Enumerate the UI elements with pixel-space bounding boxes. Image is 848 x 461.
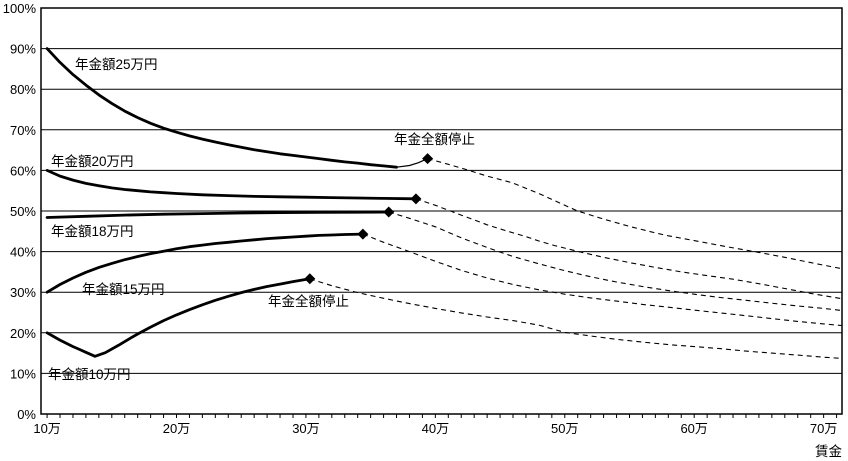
series-2-full-stop-marker bbox=[383, 206, 395, 218]
y-tick-label-60: 60% bbox=[10, 163, 36, 178]
series-4-dashed-line bbox=[309, 278, 842, 359]
x-tick-label-50: 50万 bbox=[551, 421, 578, 436]
y-tick-label-100: 100% bbox=[3, 1, 37, 16]
label-full-stop-upper: 年金全額停止 bbox=[394, 131, 475, 147]
label-pension-10: 年金額10万円 bbox=[48, 367, 131, 382]
series-1-solid-line bbox=[45, 169, 418, 201]
y-tick-label-50: 50% bbox=[10, 204, 36, 219]
y-tick-label-20: 20% bbox=[10, 326, 36, 341]
label-pension-15: 年金額15万円 bbox=[82, 282, 165, 297]
y-tick-label-90: 90% bbox=[10, 42, 36, 57]
label-pension-25: 年金額25万円 bbox=[75, 57, 158, 72]
x-tick-label-20: 20万 bbox=[163, 421, 190, 436]
y-tick-label-80: 80% bbox=[10, 82, 36, 97]
label-pension-20: 年金額20万円 bbox=[51, 154, 134, 169]
series-0-thin-segment bbox=[396, 158, 428, 168]
y-tick-label-10: 10% bbox=[10, 366, 36, 381]
series-3-full-stop-marker bbox=[357, 228, 369, 240]
series-2-solid-line bbox=[45, 210, 391, 219]
label-full-stop-lower: 年金全額停止 bbox=[268, 293, 349, 309]
series-3-dashed-line bbox=[362, 233, 842, 327]
series-0-full-stop-marker bbox=[422, 153, 434, 165]
x-tick-label-60: 60万 bbox=[680, 421, 707, 436]
x-tick-label-10: 10万 bbox=[33, 421, 60, 436]
series-3-solid-line bbox=[45, 232, 365, 294]
y-tick-label-40: 40% bbox=[10, 245, 36, 260]
series-0-dashed-line bbox=[427, 158, 842, 270]
series-4-full-stop-marker bbox=[304, 273, 316, 285]
x-tick-label-40: 40万 bbox=[422, 421, 449, 436]
series-4-solid-line bbox=[45, 277, 312, 358]
series-0-solid-line bbox=[45, 47, 398, 169]
x-tick-label-70: 70万 bbox=[810, 421, 837, 436]
plot-border bbox=[40, 7, 843, 415]
y-tick-label-0: 0% bbox=[17, 407, 36, 422]
y-tick-label-70: 70% bbox=[10, 123, 36, 138]
series-2-dashed-line bbox=[388, 211, 842, 312]
label-pension-18: 年金額18万円 bbox=[51, 224, 134, 239]
x-axis-title: 賃金 bbox=[815, 444, 843, 459]
x-tick-label-30: 30万 bbox=[292, 421, 319, 436]
series-1-dashed-line bbox=[415, 198, 842, 300]
y-tick-label-30: 30% bbox=[10, 285, 36, 300]
series-1-full-stop-marker bbox=[410, 193, 422, 205]
